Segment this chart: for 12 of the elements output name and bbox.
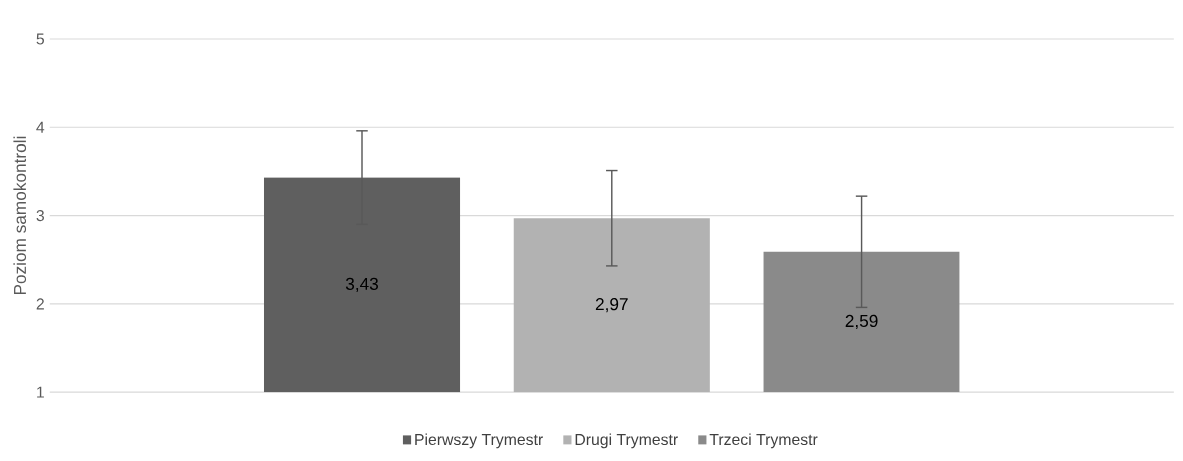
y-tick-label: 1 — [37, 386, 44, 398]
y-tick-label: 5 — [36, 33, 45, 45]
y-axis-title: Poziom samokontroli — [13, 136, 27, 294]
y-tick-label: 3 — [36, 209, 44, 221]
y-tick-label: 4 — [36, 121, 45, 133]
legend-label: Drugi Trymestr — [575, 433, 678, 448]
data-label: 3,43 — [345, 277, 379, 292]
y-tick-label: 2 — [36, 298, 44, 310]
data-label: 2,97 — [595, 297, 628, 313]
legend-label: Pierwszy Trymestr — [415, 433, 543, 448]
legend-label: Trzeci Trymestr — [709, 433, 818, 448]
data-label: 2,59 — [845, 314, 878, 329]
